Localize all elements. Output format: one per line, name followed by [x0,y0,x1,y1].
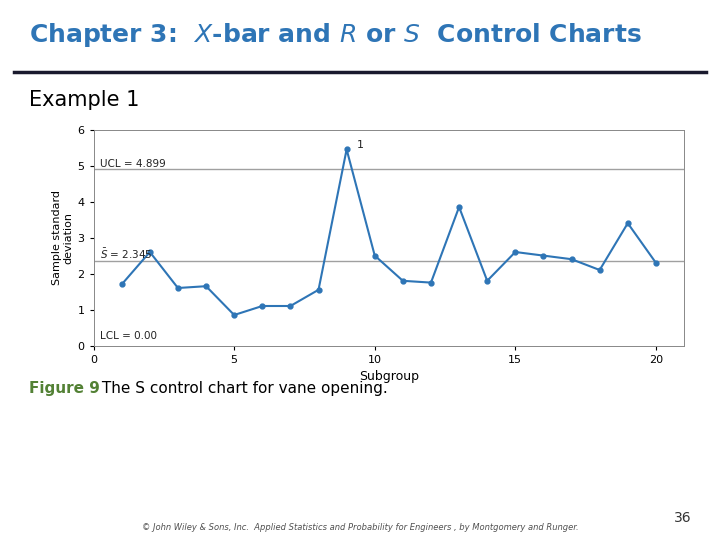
Text: Example 1: Example 1 [29,90,139,110]
Y-axis label: Sample standard
deviation: Sample standard deviation [52,190,73,285]
X-axis label: Subgroup: Subgroup [359,370,419,383]
Text: Chapter 3:  $\mathit{X}$-bar and $\mathit{R}$ or $\mathit{S}$  Control Charts: Chapter 3: $\mathit{X}$-bar and $\mathit… [29,21,642,49]
Text: UCL = 4.899: UCL = 4.899 [99,159,166,169]
Text: LCL = 0.00: LCL = 0.00 [99,331,156,341]
Text: 1: 1 [356,140,364,150]
Text: 36: 36 [674,511,691,525]
Text: The S control chart for vane opening.: The S control chart for vane opening. [96,381,387,396]
Text: $\bar{S}$ = 2.345: $\bar{S}$ = 2.345 [99,247,152,261]
Text: Figure 9: Figure 9 [29,381,99,396]
Text: © John Wiley & Sons, Inc.  Applied Statistics and Probability for Engineers , by: © John Wiley & Sons, Inc. Applied Statis… [142,523,578,532]
